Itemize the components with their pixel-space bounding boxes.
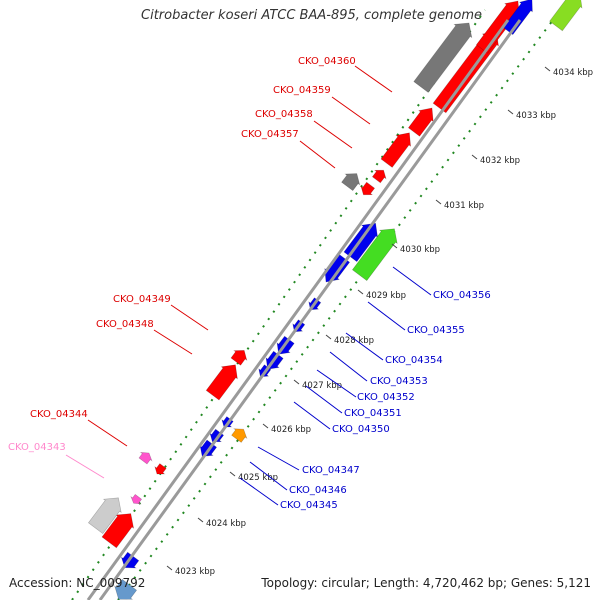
gene-features — [87, 0, 583, 600]
gene-label: CKO_04355 — [407, 325, 465, 336]
gene-label: CKO_04345 — [280, 500, 338, 511]
scale-tick-mark — [262, 423, 269, 429]
gene-feature-arrow — [371, 169, 387, 184]
label-leader-lines — [65, 65, 432, 506]
dotted-guide-line — [71, 9, 486, 600]
gene-label-leader — [354, 65, 393, 93]
scale-tick-label: 4032 kbp — [480, 156, 520, 166]
gene-label: CKO_04359 — [273, 85, 331, 96]
scale-tick-label: 4031 kbp — [444, 201, 484, 211]
gene-label-leader — [367, 301, 406, 331]
gene-label: CKO_04357 — [241, 129, 299, 140]
scale-tick-mark — [435, 199, 442, 205]
gene-feature-arrow — [549, 0, 583, 32]
scale-tick-mark — [229, 471, 236, 477]
gene-feature-arrow — [87, 497, 122, 535]
gene-label-leader — [316, 369, 357, 398]
gene-feature-arrow — [351, 228, 398, 282]
gene-label: CKO_04346 — [289, 485, 347, 496]
gene-label-leader — [305, 385, 343, 414]
scale-tick-mark — [544, 66, 551, 72]
scale-tick-label: 4033 kbp — [516, 111, 556, 121]
gene-label: CKO_04360 — [298, 56, 356, 67]
scale-tick-mark — [166, 565, 173, 571]
gene-label-leader — [249, 461, 288, 491]
gene-label: CKO_04348 — [96, 319, 154, 330]
scale-tick-label: 4024 kbp — [206, 519, 246, 529]
gene-label-leader — [87, 419, 128, 447]
dotted-guide-lines — [71, 0, 570, 600]
scale-tick-label: 4027 kbp — [302, 381, 342, 391]
scale-tick-mark — [293, 379, 300, 385]
scale-tick-mark — [391, 243, 398, 249]
gene-feature-arrow — [231, 428, 248, 443]
scale-tick-mark — [325, 334, 332, 340]
gene-label-leader — [293, 401, 331, 430]
scale-tick-label: 4023 kbp — [175, 567, 215, 577]
accession-text: Accession: NC_009792 — [9, 576, 146, 590]
gene-label-leader — [331, 96, 371, 125]
scale-tick-label: 4025 kbp — [238, 473, 278, 483]
scale-tick-label: 4034 kbp — [553, 68, 593, 78]
gene-label: CKO_04350 — [332, 424, 390, 435]
gene-label-leader — [170, 304, 209, 331]
genome-summary-text: Topology: circular; Length: 4,720,462 bp… — [261, 576, 591, 590]
backbone-line — [98, 19, 522, 600]
scale-tick-label: 4026 kbp — [271, 425, 311, 435]
gene-label: CKO_04343 — [8, 442, 66, 453]
gene-feature-arrow — [114, 578, 138, 600]
gene-feature-arrow — [341, 173, 361, 192]
gene-feature-arrow — [101, 513, 135, 549]
gene-feature-arrow — [130, 493, 143, 505]
gene-label: CKO_04349 — [113, 294, 171, 305]
gene-label: CKO_04351 — [344, 408, 402, 419]
scale-tick-mark — [357, 289, 364, 295]
gene-label: CKO_04356 — [433, 290, 491, 301]
gene-label-leader — [345, 332, 384, 361]
scale-tick-label: 4029 kbp — [366, 291, 406, 301]
scale-tick-mark — [197, 517, 204, 523]
gene-label-leader — [65, 454, 105, 479]
scale-tick-mark — [471, 154, 478, 160]
gene-feature-arrow — [138, 452, 153, 465]
gene-label: CKO_04354 — [385, 355, 443, 366]
gene-feature-arrow — [360, 181, 376, 196]
gene-label-leader — [153, 329, 193, 355]
gene-feature-arrow — [230, 350, 248, 366]
gene-feature-arrow — [407, 107, 434, 137]
gene-label: CKO_04353 — [370, 376, 428, 387]
gene-label: CKO_04344 — [30, 409, 88, 420]
gene-label: CKO_04347 — [302, 465, 360, 476]
gene-label-leader — [299, 140, 336, 169]
scale-tick-label: 4030 kbp — [400, 245, 440, 255]
gene-label-leader — [313, 120, 353, 149]
scale-tick-mark — [507, 109, 514, 115]
gene-label-leader — [392, 266, 432, 296]
gene-label: CKO_04352 — [357, 392, 415, 403]
gene-labels: CKO_04360 CKO_04359 CKO_04358 CKO_04357 CKO_… — [8, 56, 491, 511]
scale-tick-label: 4028 kbp — [334, 336, 374, 346]
gene-feature-arrow — [205, 364, 238, 401]
gene-label: CKO_04358 — [255, 109, 313, 120]
gene-feature-arrow — [209, 428, 225, 443]
dotted-guide-line — [117, 0, 570, 600]
backbone-line — [86, 19, 510, 600]
gene-feature-arrow — [154, 463, 167, 475]
gene-feature-arrow — [413, 22, 473, 93]
scale-ticks: 4023 kbp 4024 kbp 4025 kbp 4026 kbp 4027 kbp… — [166, 66, 593, 577]
genome-backbone — [86, 19, 522, 600]
gene-label-leader — [239, 477, 279, 506]
gene-label-leader — [329, 351, 368, 382]
genome-title: Citrobacter koseri ATCC BAA-895, complet… — [141, 8, 482, 23]
gene-feature-arrow — [380, 132, 411, 168]
gene-label-leader — [257, 446, 300, 471]
